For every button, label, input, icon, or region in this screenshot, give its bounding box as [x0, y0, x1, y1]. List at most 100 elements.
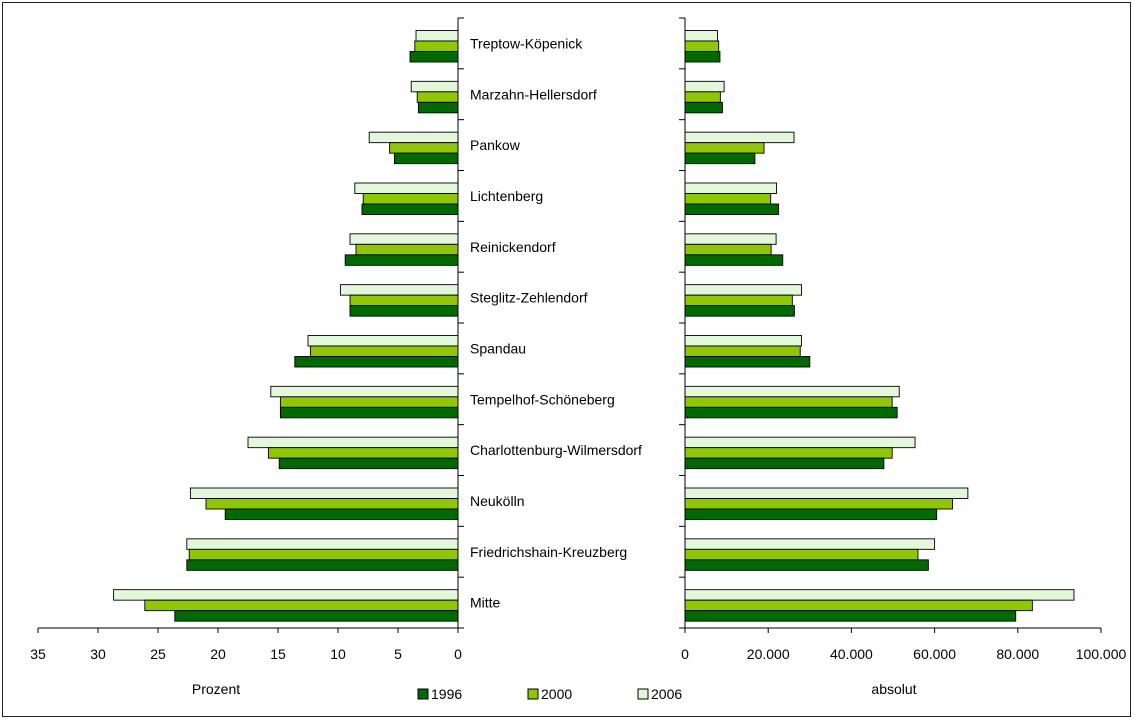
bar-left-2000-4: [355, 243, 459, 256]
category-label: Spandau: [470, 340, 526, 356]
bar-right-1996-10: [684, 559, 929, 571]
legend-swatch-2006: [637, 688, 649, 700]
bar-left-2006-2: [368, 131, 459, 144]
bar-right-2000-7: [684, 396, 893, 408]
bar-left-2000-8: [267, 447, 459, 459]
left-x-tick-label: 5: [394, 646, 402, 662]
bar-right-2006-1: [684, 80, 725, 93]
bar-left-1996-2: [393, 152, 459, 165]
bar-left-2006-8: [247, 436, 459, 449]
bar-left-1996-8: [278, 457, 459, 470]
bar-left-1996-0: [409, 51, 459, 63]
bar-right-1996-4: [684, 254, 784, 266]
bar-left-2006-6: [307, 335, 459, 347]
bar-left-1996-5: [349, 305, 459, 317]
right-x-tick-label: 100.000: [1076, 646, 1127, 662]
bar-left-1996-1: [417, 101, 459, 114]
bar-left-2000-6: [309, 345, 459, 357]
category-label: Tempelhof-Schöneberg: [470, 391, 615, 407]
bar-left-1996-6: [294, 356, 459, 368]
bar-left-2006-11: [113, 589, 459, 601]
category-label: Friedrichshain-Kreuzberg: [470, 544, 627, 560]
bar-right-2006-6: [684, 335, 802, 347]
bar-right-2000-0: [684, 40, 720, 52]
right-axis-title: absolut: [871, 681, 916, 697]
bar-left-2000-5: [349, 294, 459, 307]
bar-left-2006-1: [410, 80, 459, 93]
bar-left-2000-2: [389, 142, 459, 154]
bar-right-2006-3: [684, 182, 777, 194]
left-x-tick-label: 35: [30, 646, 46, 662]
bar-right-1996-6: [684, 356, 811, 368]
bar-right-2000-4: [684, 243, 772, 256]
bar-left-1996-9: [224, 508, 459, 520]
legend-label-2000: 2000: [541, 686, 572, 702]
bar-right-2006-5: [684, 284, 802, 296]
left-x-tick-label: 15: [270, 646, 286, 662]
bar-left-1996-10: [186, 559, 459, 571]
bar-right-1996-1: [684, 101, 723, 114]
category-label: Charlottenburg-Wilmersdorf: [470, 442, 642, 458]
bar-left-2006-3: [354, 182, 459, 194]
bar-right-1996-2: [684, 152, 756, 165]
category-labels: Treptow-Köpenick Marzahn-Hellersdorf Panko…: [470, 35, 642, 610]
bar-right-1996-11: [684, 610, 1017, 622]
left-axis-title: Prozent: [192, 681, 240, 697]
bar-right-1996-7: [684, 406, 898, 419]
bar-left-2000-10: [188, 548, 459, 561]
right-x-tick-label: 80.000: [996, 646, 1039, 662]
left-x-tick-label: 25: [150, 646, 166, 662]
category-label: Neukölln: [470, 493, 524, 509]
left-x-tick-label: 0: [454, 646, 462, 662]
category-label: Reinickendorf: [470, 239, 556, 255]
bar-left-2006-0: [415, 30, 459, 42]
right-x-tick-label: 20.000: [747, 646, 790, 662]
bar-left-1996-11: [174, 610, 459, 622]
bar-right-2006-8: [684, 436, 916, 449]
bar-left-1996-4: [344, 254, 459, 266]
bar-right-2000-8: [684, 447, 893, 459]
left-bars-group: [113, 30, 459, 622]
bar-left-1996-3: [361, 203, 459, 215]
category-label: Pankow: [470, 137, 521, 153]
bar-left-2006-7: [270, 385, 459, 398]
legend: 1996 2000 2006: [417, 686, 682, 702]
legend-swatch-1996: [417, 688, 429, 700]
bar-left-2006-4: [349, 233, 459, 245]
left-x-tick-label: 20: [210, 646, 226, 662]
category-label: Treptow-Köpenick: [470, 35, 583, 51]
bar-right-2006-4: [684, 233, 777, 245]
bar-left-2000-0: [414, 40, 459, 52]
bar-right-2006-11: [684, 589, 1075, 601]
right-x-tick-label: 40.000: [830, 646, 873, 662]
bar-right-2006-9: [684, 487, 969, 499]
bar-right-2006-7: [684, 385, 900, 398]
bar-left-2000-7: [279, 396, 459, 408]
bar-right-2006-10: [684, 538, 936, 550]
bar-right-1996-5: [684, 305, 795, 317]
bar-right-1996-9: [684, 508, 938, 520]
bar-right-2000-11: [684, 599, 1033, 612]
bar-left-1996-7: [279, 406, 459, 419]
legend-label-1996: 1996: [431, 686, 462, 702]
legend-swatch-2000: [527, 688, 539, 700]
bar-right-1996-3: [684, 203, 780, 215]
bar-left-2000-1: [416, 91, 459, 103]
bar-right-2000-6: [684, 345, 801, 357]
left-x-tick-label: 10: [330, 646, 346, 662]
bar-right-1996-8: [684, 457, 885, 470]
category-label: Lichtenberg: [470, 188, 543, 204]
bar-right-2000-1: [684, 91, 721, 103]
bar-right-2000-10: [684, 548, 919, 561]
bar-left-2006-5: [339, 284, 459, 296]
right-x-tick-label: 60.000: [913, 646, 956, 662]
bar-left-2000-3: [362, 193, 459, 205]
left-x-tick-label: 30: [90, 646, 106, 662]
category-label: Marzahn-Hellersdorf: [470, 86, 597, 102]
bar-left-2006-10: [186, 538, 459, 550]
category-label: Mitte: [470, 595, 501, 611]
axes-group: 35 30 25 20 15 10 5 0 0 20.000 40.000 60.000 80.000 1…: [30, 17, 1127, 662]
bar-right-2006-0: [684, 30, 718, 42]
bar-left-2000-11: [144, 599, 459, 612]
